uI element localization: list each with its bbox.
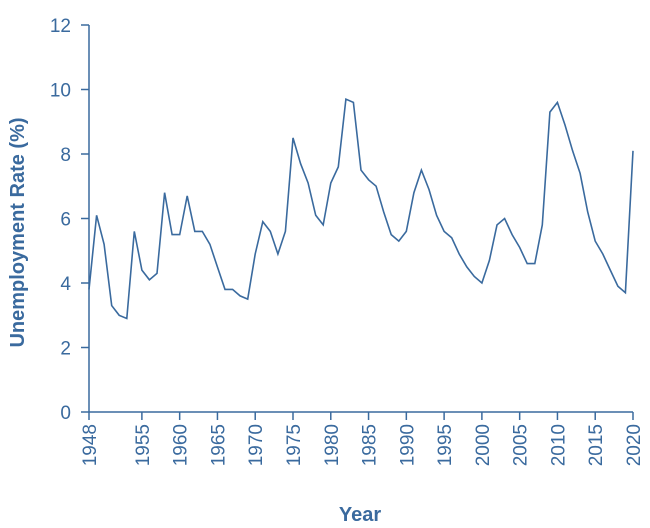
x-tick-label: 1975 — [284, 424, 305, 466]
y-axis-title: Unemployment Rate (%) — [7, 117, 29, 347]
y-axis-ticks: 0 2 4 6 8 10 12 — [50, 16, 89, 424]
x-tick-label: 1985 — [360, 424, 381, 466]
y-tick-label: 2 — [60, 339, 71, 360]
x-tick-label: 1980 — [322, 424, 343, 466]
y-tick-label: 10 — [50, 81, 71, 102]
x-axis-ticks: 1948 1955 1960 1965 1970 1975 1980 1985 1990 1995… — [80, 412, 645, 466]
x-axis-title: Year — [339, 504, 381, 526]
x-tick-label: 2020 — [624, 424, 645, 466]
x-tick-label: 2000 — [473, 424, 494, 466]
y-tick-label: 6 — [60, 210, 71, 231]
x-tick-label: 2010 — [548, 424, 569, 466]
x-tick-label: 1995 — [435, 424, 456, 466]
y-tick-label: 8 — [60, 145, 71, 166]
y-tick-label: 0 — [60, 403, 71, 424]
x-tick-label: 2015 — [586, 424, 607, 466]
x-tick-label: 1948 — [80, 424, 101, 466]
unemployment-rate-line — [88, 98, 634, 320]
x-tick-label: 1965 — [208, 424, 229, 466]
x-tick-label: 1990 — [397, 424, 418, 466]
x-tick-label: 2005 — [511, 424, 532, 466]
y-tick-label: 4 — [60, 274, 71, 295]
x-tick-label: 1970 — [246, 424, 267, 466]
x-tick-label: 1955 — [133, 424, 154, 466]
y-tick-label: 12 — [50, 16, 71, 37]
x-tick-label: 1960 — [171, 424, 192, 466]
